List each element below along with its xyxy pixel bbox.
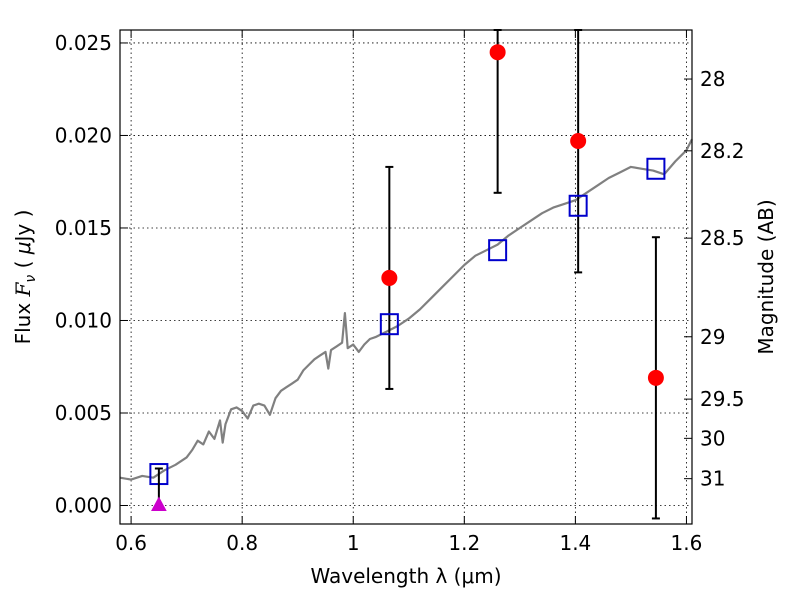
magnitude-tick-label: 28.2 — [700, 139, 745, 163]
y-tick-label: 0.010 — [55, 308, 112, 332]
upper-limit-triangle — [151, 496, 167, 511]
plot-frame — [119, 29, 693, 525]
y-axis-label-nu-subscript: ν — [23, 275, 39, 283]
y-tick-label: 0.020 — [55, 123, 112, 147]
magnitude-tick-label: 30 — [700, 426, 725, 450]
model-flux-square — [488, 239, 508, 262]
x-tick-label: 1.2 — [448, 531, 480, 555]
magnitude-tick-label: 28.5 — [700, 226, 745, 250]
model-spectrum-line — [119, 138, 693, 481]
y-axis-label-suffix: Jy ) — [11, 210, 35, 244]
x-tick-label: 1.4 — [559, 531, 591, 555]
model-flux-square — [379, 313, 399, 336]
y-axis-label: Flux Fν ( μJy ) — [11, 210, 39, 345]
axis-ticks: 0.6 0.8 1 1.2 1.4 1.6 0.000 0.005 0.010 0.015 0.02… — [55, 30, 745, 555]
model-flux-square — [568, 194, 588, 217]
data-marks — [119, 29, 693, 520]
y-tick-label: 0.000 — [55, 493, 112, 517]
x-axis-label: Wavelength λ (μm) — [310, 564, 501, 588]
observed-flux-point — [489, 44, 506, 61]
y-axis-label-middle: ( — [11, 254, 35, 275]
observed-flux-point — [570, 133, 587, 150]
x-tick-label: 1 — [347, 531, 360, 555]
y-tick-label: 0.025 — [55, 31, 112, 55]
y-axis-label-flux-symbol: F — [11, 281, 35, 297]
magnitude-tick-label: 28 — [700, 67, 725, 91]
x-tick-label: 1.6 — [671, 531, 703, 555]
model-flux-square — [646, 157, 666, 180]
right-axis-label: Magnitude (AB) — [754, 199, 778, 354]
grid-lines — [120, 30, 692, 524]
y-tick-label: 0.015 — [55, 216, 112, 240]
x-tick-label: 0.6 — [115, 531, 147, 555]
observed-flux-point — [647, 369, 664, 386]
magnitude-tick-label: 29.5 — [700, 387, 745, 411]
y-axis-label-mu: μ — [11, 241, 35, 255]
y-axis-label-prefix: Flux — [11, 296, 35, 344]
magnitude-tick-label: 29 — [700, 325, 725, 349]
x-tick-label: 0.8 — [226, 531, 258, 555]
magnitude-tick-label: 31 — [700, 467, 725, 491]
y-tick-label: 0.005 — [55, 401, 112, 425]
observed-flux-point — [381, 269, 398, 286]
